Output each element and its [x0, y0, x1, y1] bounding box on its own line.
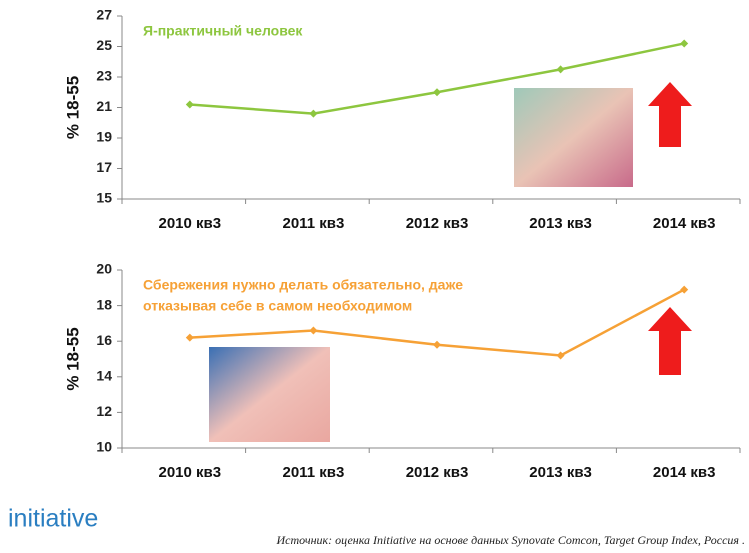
x-tick-label: 2013 кв3: [529, 464, 592, 481]
y-tick-label: 18: [96, 296, 112, 312]
chart-title: отказывая себе в самом необходимом: [143, 298, 412, 314]
y-axis-label: % 18-55: [63, 76, 82, 139]
x-tick-label: 2010 кв3: [158, 464, 221, 481]
data-point: [433, 88, 441, 97]
y-tick-label: 12: [96, 403, 112, 419]
y-tick-label: 15: [96, 190, 112, 206]
y-tick-label: 23: [96, 68, 112, 84]
y-tick-label: 21: [96, 98, 112, 114]
y-tick-label: 27: [96, 7, 112, 23]
chart-title: Сбережения нужно делать обязательно, даж…: [143, 277, 463, 293]
y-axis-label: % 18-55: [63, 327, 82, 390]
source-note: Источник: оценка Initiative на основе да…: [276, 533, 745, 547]
chart-title: Я-практичный человек: [143, 23, 303, 39]
up-arrow: [648, 82, 692, 147]
x-tick-label: 2012 кв3: [406, 464, 469, 481]
data-point: [433, 340, 441, 349]
y-tick-label: 16: [96, 332, 112, 348]
data-point: [556, 351, 565, 360]
data-point: [185, 100, 194, 109]
data-point: [680, 285, 689, 294]
data-point: [680, 39, 689, 48]
y-tick-label: 14: [96, 368, 112, 384]
x-tick-label: 2011 кв3: [283, 215, 345, 232]
x-tick-label: 2010 кв3: [158, 215, 221, 232]
up-arrow: [648, 307, 692, 375]
data-point: [309, 109, 318, 118]
y-tick-label: 20: [96, 261, 112, 277]
photo-money: [514, 88, 633, 187]
x-tick-label: 2014 кв3: [653, 464, 716, 481]
y-tick-label: 19: [96, 129, 112, 145]
photo-piggy-bank: [209, 347, 330, 442]
data-point: [556, 65, 565, 74]
x-tick-label: 2012 кв3: [406, 215, 469, 232]
data-point: [185, 333, 194, 342]
y-tick-label: 10: [96, 439, 112, 455]
x-tick-label: 2011 кв3: [283, 464, 345, 481]
y-tick-label: 17: [96, 159, 112, 175]
logo: initiative: [8, 505, 98, 533]
x-tick-label: 2014 кв3: [653, 215, 716, 232]
y-tick-label: 25: [96, 37, 112, 53]
x-tick-label: 2013 кв3: [529, 215, 592, 232]
data-point: [309, 326, 318, 335]
